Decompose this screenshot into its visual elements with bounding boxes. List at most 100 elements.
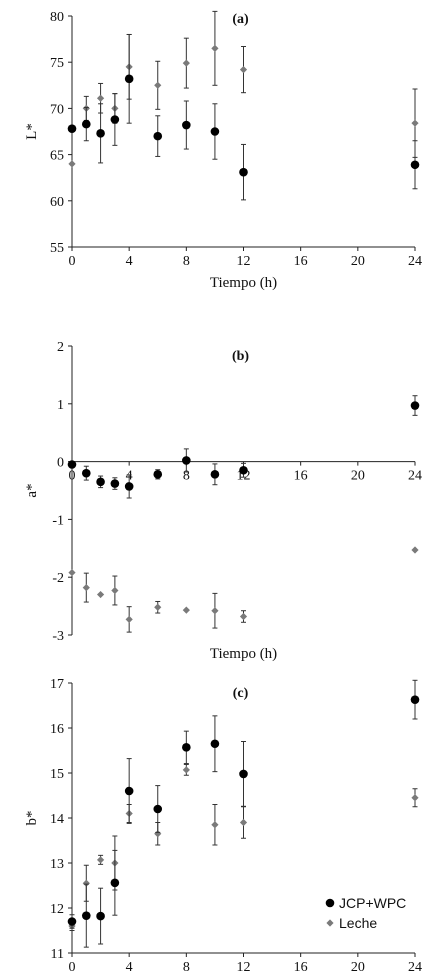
- y-tick-label: 70: [50, 102, 64, 117]
- x-tick-label: 20: [351, 469, 365, 484]
- legend-label: JCP+WPC: [339, 895, 406, 911]
- x-tick-label: 20: [351, 960, 365, 975]
- data-point: [410, 401, 420, 410]
- panel-label: (c): [233, 686, 249, 701]
- y-tick-label: -3: [52, 629, 64, 644]
- x-tick-label: 0: [69, 960, 76, 975]
- data-point: [68, 160, 76, 168]
- data-point: [124, 482, 134, 491]
- x-tick-label: 16: [294, 254, 308, 269]
- data-point: [96, 590, 105, 599]
- x-tick-label: 4: [126, 960, 133, 975]
- data-point: [96, 856, 105, 864]
- y-tick-label: 2: [57, 340, 64, 355]
- data-point: [211, 607, 219, 615]
- data-point: [81, 119, 91, 129]
- data-point: [153, 470, 163, 479]
- data-point: [182, 59, 190, 67]
- x-tick-label: 8: [183, 469, 190, 484]
- series-leche: [68, 546, 419, 633]
- y-tick-label: 12: [50, 902, 64, 917]
- data-point: [153, 804, 163, 814]
- y-tick-label: 14: [50, 812, 64, 827]
- data-point: [182, 456, 191, 465]
- y-tick-label: 16: [50, 722, 64, 737]
- series-jcp-wpc: [67, 395, 420, 499]
- y-tick-label: 15: [50, 767, 64, 782]
- data-point: [210, 470, 220, 479]
- series-jcp-wpc: [67, 679, 420, 948]
- data-point: [96, 911, 105, 921]
- data-point: [210, 739, 220, 749]
- x-tick-label: 16: [294, 469, 308, 484]
- data-point: [68, 568, 76, 577]
- data-point: [154, 81, 162, 89]
- x-tick-label: 4: [126, 254, 133, 269]
- data-point: [239, 465, 248, 475]
- data-point: [411, 794, 419, 802]
- data-point: [182, 120, 191, 130]
- y-tick-label: 11: [51, 947, 64, 962]
- data-point: [211, 821, 219, 829]
- x-tick-label: 12: [237, 960, 251, 975]
- data-point: [210, 127, 220, 136]
- data-point: [239, 818, 248, 827]
- chart-panel-c: 1112131415161704812162024Tiempo (h)b*(c)…: [24, 677, 422, 975]
- chart-panel-a: 55 60 65 70 75 80 0 4 8 12 16 20 24 Tiempo (h) L* (a): [24, 10, 422, 291]
- x-tick-label: 24: [408, 960, 422, 975]
- panel-label: (b): [232, 349, 249, 364]
- panel-label: (a): [232, 12, 249, 27]
- x-tick-label: 24: [408, 469, 422, 484]
- data-point: [211, 44, 219, 52]
- data-point: [239, 65, 248, 74]
- y-tick-label: 13: [50, 857, 64, 872]
- data-point: [411, 546, 419, 554]
- data-point: [96, 94, 105, 102]
- y-tick-label: -2: [52, 571, 64, 586]
- data-point: [96, 129, 105, 138]
- legend-marker: [326, 919, 334, 927]
- data-point: [153, 131, 163, 141]
- data-point: [182, 766, 190, 774]
- y-tick-label: 0: [57, 456, 64, 471]
- data-point: [410, 695, 420, 704]
- y-tick-label: 65: [50, 149, 64, 164]
- data-point: [82, 584, 90, 592]
- x-tick-label: 12: [237, 254, 251, 269]
- data-point: [110, 479, 120, 488]
- series-jcp-wpc: [67, 33, 420, 201]
- data-point: [67, 917, 77, 926]
- x-axis-title: Tiempo (h): [210, 646, 277, 662]
- data-point: [96, 477, 105, 487]
- data-point: [125, 615, 133, 623]
- x-tick-label: 0: [69, 469, 76, 484]
- y-axis-title: a*: [24, 483, 40, 497]
- data-point: [182, 606, 190, 614]
- data-point: [411, 119, 419, 127]
- data-point: [154, 603, 162, 611]
- y-tick-label: 17: [50, 677, 64, 692]
- y-axis-title: L*: [24, 123, 40, 140]
- x-tick-label: 24: [408, 254, 422, 269]
- x-tick-label: 16: [294, 960, 308, 975]
- data-point: [81, 468, 91, 478]
- y-tick-label: 60: [50, 195, 64, 210]
- y-tick-label: 1: [57, 398, 64, 413]
- data-point: [239, 769, 248, 779]
- data-point: [67, 460, 77, 469]
- x-axis-title: Tiempo (h): [210, 275, 277, 291]
- y-tick-label: 75: [50, 56, 64, 71]
- data-point: [239, 167, 248, 177]
- data-point: [67, 124, 77, 134]
- data-point: [410, 160, 420, 170]
- y-tick-label: -1: [52, 513, 64, 528]
- data-point: [110, 115, 120, 124]
- y-axis-title: b*: [24, 811, 40, 826]
- chart-panel-b: -3-2-101204812162024Tiempo (h)a*(b): [24, 340, 422, 662]
- x-tick-label: 8: [183, 960, 190, 975]
- legend: JCP+WPC Leche: [325, 895, 406, 931]
- data-point: [124, 786, 134, 796]
- legend-label: Leche: [339, 915, 377, 931]
- data-point: [124, 74, 134, 84]
